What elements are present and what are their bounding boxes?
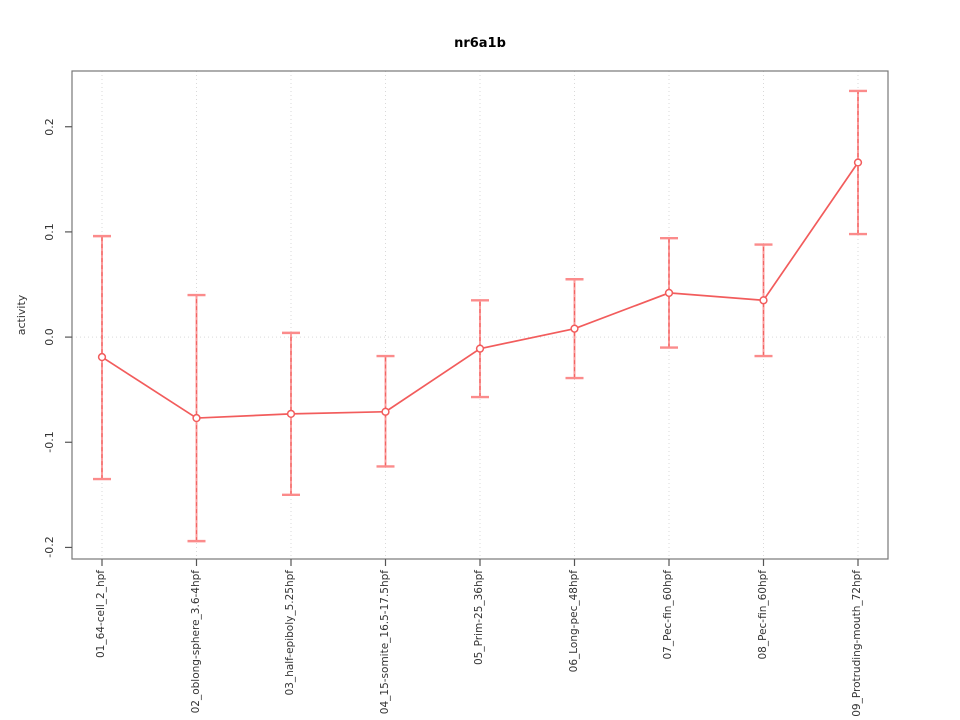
x-tick-label: 09_Protruding-mouth_72hpf: [851, 570, 863, 717]
y-tick-label: 0.2: [43, 117, 56, 136]
x-tick-label: 06_Long-pec_48hpf: [567, 570, 580, 673]
y-tick-label: 0.0: [43, 328, 56, 346]
x-tick-label: 08_Pec-fin_60hpf: [756, 570, 769, 660]
x-tick-label: 02_oblong-sphere_3.6-4hpf: [189, 570, 202, 714]
chart-title: nr6a1b: [454, 36, 506, 51]
data-point-marker: [97, 352, 107, 362]
y-tick-label: -0.1: [43, 431, 56, 453]
data-point-marker: [570, 324, 579, 333]
data-point-marker: [759, 296, 768, 305]
data-point-marker: [192, 413, 201, 423]
x-tick-label: 07_Pec-fin_60hpf: [662, 570, 674, 660]
x-tick-label: 04_15-somite_16.5-17.5hpf: [378, 570, 391, 715]
data-point-marker: [853, 158, 863, 167]
x-tick-label: 03_half-epiboly_5.25hpf: [284, 570, 296, 696]
data-point-marker: [475, 344, 485, 353]
data-point-marker: [286, 409, 296, 419]
y-tick-label: -0.2: [43, 536, 56, 559]
data-point-marker: [664, 288, 674, 298]
x-tick-label: 01_64-cell_2_hpf: [95, 570, 107, 659]
data-point-marker: [381, 407, 390, 416]
x-tick-label: 05_Prim-25_36hpf: [473, 570, 485, 665]
y-tick-label: 0.1: [43, 223, 56, 241]
